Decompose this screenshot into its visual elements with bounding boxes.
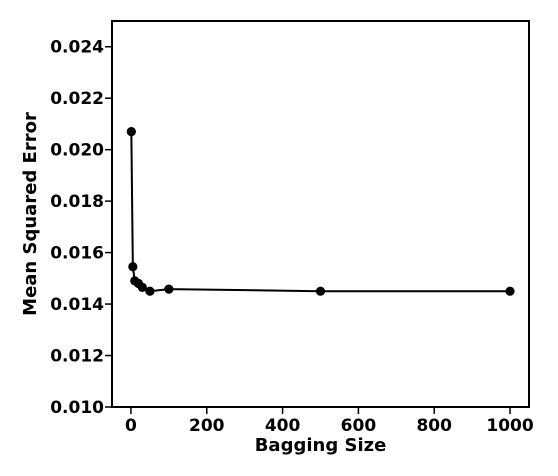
series-layer	[126, 127, 515, 296]
x-axis: 0 200 400 600 800 1000	[125, 407, 534, 436]
x-tick-label: 800	[416, 416, 452, 436]
data-point	[505, 286, 515, 296]
data-point	[137, 282, 147, 292]
y-axis: 0.010 0.012 0.014 0.016 0.018 0.020 0.022 0.024	[50, 38, 112, 418]
y-axis-label: Mean Squared Error	[20, 112, 41, 316]
data-point	[128, 262, 138, 272]
data-point	[164, 284, 174, 294]
y-tick-label: 0.010	[50, 398, 104, 418]
y-tick-label: 0.018	[50, 192, 104, 212]
x-tick-label: 1000	[486, 416, 533, 436]
data-point	[126, 127, 136, 137]
data-point	[145, 286, 155, 296]
y-tick-label: 0.016	[50, 244, 104, 264]
y-tick-label: 0.012	[50, 347, 104, 367]
x-tick-label: 0	[125, 416, 137, 436]
plot-frame	[111, 20, 530, 408]
x-tick-label: 400	[265, 416, 301, 436]
y-tick-label: 0.020	[50, 141, 104, 161]
x-axis-label: Bagging Size	[255, 435, 387, 456]
x-tick-label: 200	[189, 416, 225, 436]
y-tick-label: 0.024	[50, 38, 104, 58]
series-line	[130, 131, 511, 293]
y-tick-label: 0.022	[50, 89, 104, 109]
y-tick-label: 0.014	[50, 295, 104, 315]
x-tick-label: 600	[341, 416, 377, 436]
data-point	[315, 286, 326, 296]
